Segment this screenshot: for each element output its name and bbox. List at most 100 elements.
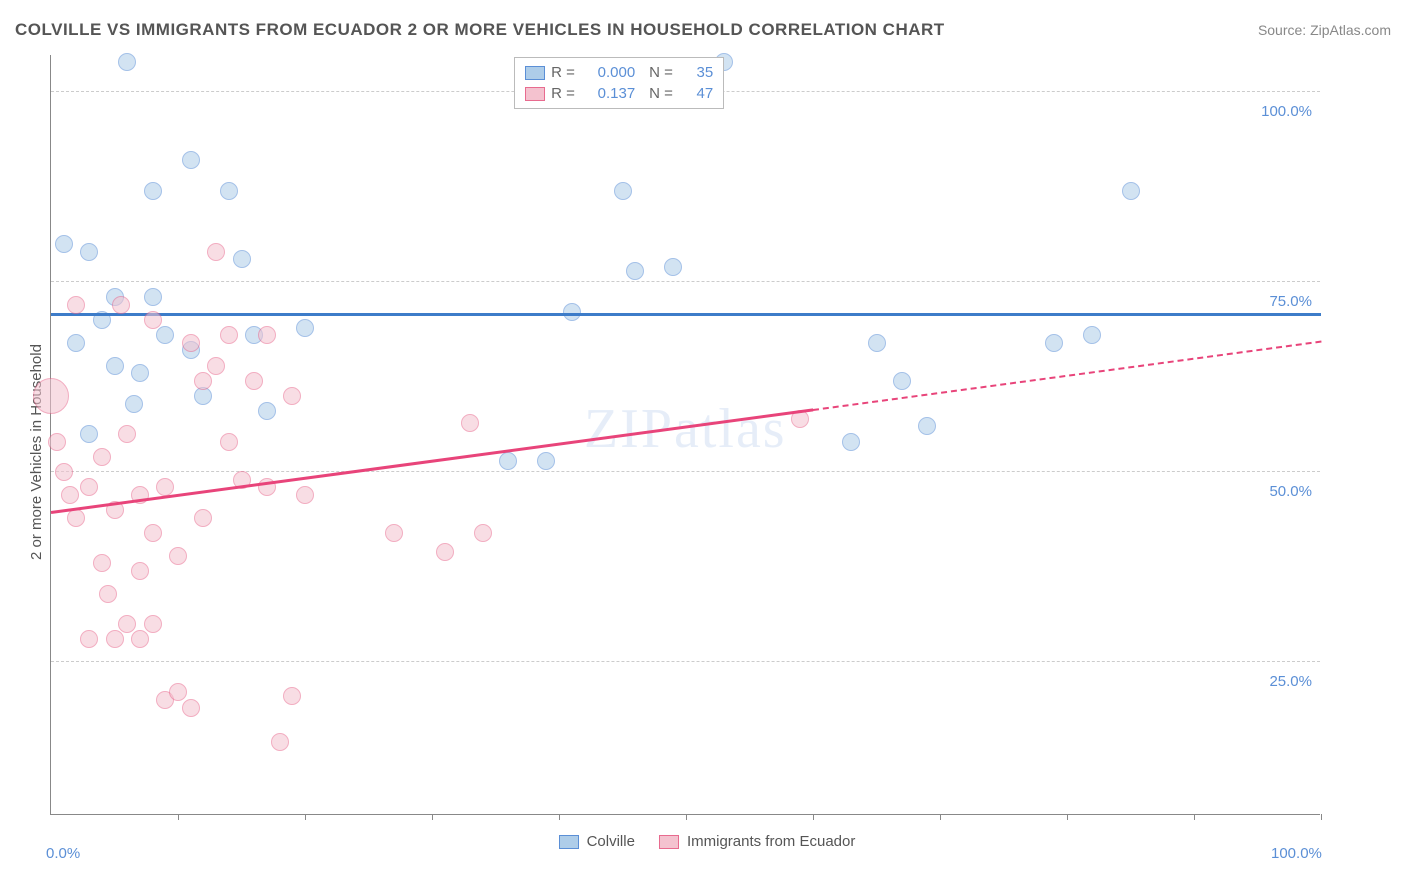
data-point [182, 699, 200, 717]
data-point [131, 562, 149, 580]
data-point [80, 630, 98, 648]
data-point [207, 243, 225, 261]
data-point [144, 615, 162, 633]
data-point [1045, 334, 1063, 352]
data-point [1122, 182, 1140, 200]
chart-source: Source: ZipAtlas.com [1258, 22, 1391, 38]
data-point [99, 585, 117, 603]
data-point [194, 509, 212, 527]
scatter-chart: ZIPatlas 25.0%50.0%75.0%100.0%0.0%100.0%… [50, 55, 1320, 815]
data-point [868, 334, 886, 352]
legend-swatch [659, 835, 679, 849]
y-axis-label: 2 or more Vehicles in Household [28, 344, 45, 560]
gridline [51, 281, 1320, 282]
legend-swatch [525, 66, 545, 80]
data-point [33, 378, 69, 414]
data-point [664, 258, 682, 276]
data-point [182, 151, 200, 169]
data-point [220, 433, 238, 451]
data-point [131, 630, 149, 648]
legend-stats-row: R =0.000N =35 [525, 62, 713, 83]
data-point [1083, 326, 1101, 344]
data-point [67, 296, 85, 314]
data-point [61, 486, 79, 504]
data-point [80, 243, 98, 261]
data-point [169, 547, 187, 565]
data-point [118, 425, 136, 443]
legend-series-item: Immigrants from Ecuador [659, 833, 855, 850]
x-tick [1321, 814, 1322, 820]
data-point [80, 425, 98, 443]
legend-r-label: R = [551, 85, 579, 102]
data-point [131, 364, 149, 382]
data-point [537, 452, 555, 470]
data-point [207, 357, 225, 375]
x-tick-label: 100.0% [1271, 845, 1322, 862]
data-point [296, 319, 314, 337]
y-tick-label: 100.0% [1261, 103, 1312, 120]
trend-line [51, 408, 813, 514]
x-tick [559, 814, 560, 820]
legend-r-value: 0.137 [585, 85, 635, 102]
data-point [182, 334, 200, 352]
data-point [156, 478, 174, 496]
data-point [461, 414, 479, 432]
legend-n-value: 35 [683, 64, 713, 81]
data-point [93, 554, 111, 572]
data-point [67, 334, 85, 352]
x-tick [686, 814, 687, 820]
data-point [258, 326, 276, 344]
legend-series-label: Immigrants from Ecuador [687, 833, 855, 850]
data-point [118, 615, 136, 633]
y-tick-label: 50.0% [1269, 483, 1312, 500]
data-point [436, 543, 454, 561]
data-point [194, 372, 212, 390]
data-point [893, 372, 911, 390]
data-point [283, 387, 301, 405]
data-point [144, 182, 162, 200]
data-point [106, 357, 124, 375]
legend-swatch [525, 87, 545, 101]
x-tick [940, 814, 941, 820]
legend-swatch [559, 835, 579, 849]
data-point [258, 402, 276, 420]
legend-n-label: N = [649, 85, 677, 102]
data-point [55, 235, 73, 253]
y-tick-label: 25.0% [1269, 673, 1312, 690]
legend-r-label: R = [551, 64, 579, 81]
legend-series: Colville Immigrants from Ecuador [559, 833, 856, 850]
legend-series-item: Colville [559, 833, 635, 850]
x-tick [432, 814, 433, 820]
data-point [106, 630, 124, 648]
legend-stats-row: R = 0.137 N = 47 [525, 83, 713, 104]
gridline [51, 661, 1320, 662]
x-tick [1194, 814, 1195, 820]
trend-line [813, 341, 1321, 411]
x-tick-label: 0.0% [46, 845, 80, 862]
data-point [112, 296, 130, 314]
legend-stats: R =0.000N =35R =0.137N =47 [514, 57, 724, 109]
data-point [118, 53, 136, 71]
data-point [283, 687, 301, 705]
data-point [169, 683, 187, 701]
data-point [80, 478, 98, 496]
data-point [614, 182, 632, 200]
data-point [220, 326, 238, 344]
data-point [626, 262, 644, 280]
data-point [220, 182, 238, 200]
trend-line [51, 313, 1321, 316]
data-point [499, 452, 517, 470]
y-tick-label: 75.0% [1269, 293, 1312, 310]
x-tick [305, 814, 306, 820]
data-point [144, 311, 162, 329]
data-point [93, 448, 111, 466]
data-point [385, 524, 403, 542]
data-point [48, 433, 66, 451]
legend-n-value: 47 [683, 85, 713, 102]
data-point [125, 395, 143, 413]
data-point [156, 326, 174, 344]
data-point [474, 524, 492, 542]
x-tick [1067, 814, 1068, 820]
legend-n-label: N = [649, 64, 677, 81]
data-point [296, 486, 314, 504]
